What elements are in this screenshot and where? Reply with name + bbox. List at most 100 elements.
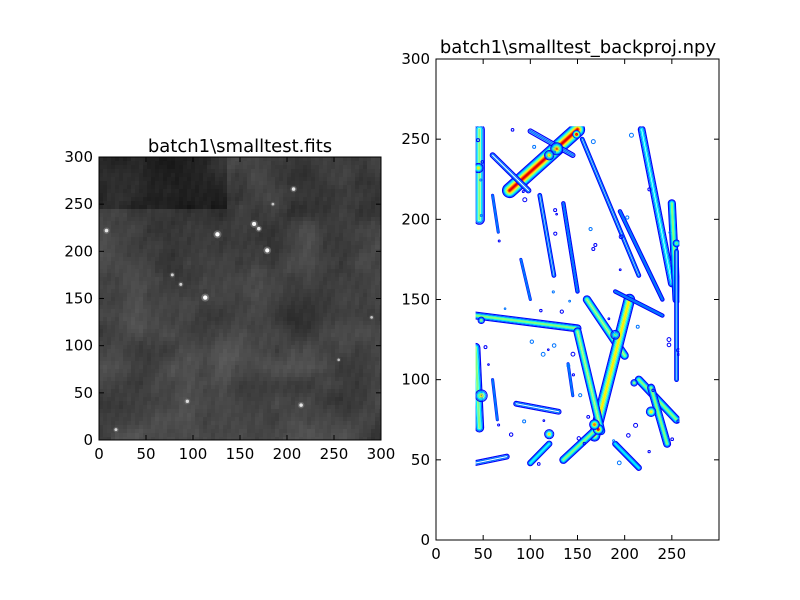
fits-image-pixel: [235, 201, 239, 205]
fits-image-pixel: [263, 165, 267, 169]
fits-image-pixel: [119, 405, 123, 409]
fits-image-pixel: [255, 229, 259, 233]
fits-image-pixel: [127, 305, 131, 309]
fits-image-pixel: [215, 277, 219, 281]
fits-image-pixel: [275, 317, 279, 321]
fits-image-pixel: [271, 345, 275, 349]
fits-image-pixel: [259, 293, 263, 297]
fits-image-pixel: [351, 221, 355, 225]
fits-image-pixel: [347, 421, 351, 425]
fits-image-pixel: [159, 165, 163, 169]
fits-image-pixel: [163, 221, 167, 225]
fits-image-pixel: [171, 401, 175, 405]
fits-image-pixel: [299, 261, 303, 265]
fits-image-pixel: [119, 221, 123, 225]
fits-image-pixel: [215, 305, 219, 309]
fits-image-pixel: [327, 201, 331, 205]
fits-image-pixel: [319, 193, 323, 197]
fits-image-pixel: [111, 293, 115, 297]
fits-image-pixel: [291, 337, 295, 341]
fits-image-pixel: [127, 205, 131, 209]
fits-image-pixel: [103, 265, 107, 269]
fits-image-pixel: [331, 213, 335, 217]
fits-image-pixel: [143, 261, 147, 265]
fits-image-pixel: [299, 417, 303, 421]
fits-image-pixel: [195, 205, 199, 209]
fits-image-pixel: [167, 229, 171, 233]
fits-image-pixel: [271, 365, 275, 369]
fits-image-pixel: [335, 221, 339, 225]
fits-image-pixel: [139, 345, 143, 349]
fits-image-pixel: [243, 213, 247, 217]
fits-image-pixel: [375, 333, 379, 337]
fits-image-pixel: [211, 329, 215, 333]
fits-image-pixel: [295, 157, 299, 161]
fits-image-pixel: [279, 421, 283, 425]
fits-image-pixel: [303, 393, 307, 397]
fits-image-pixel: [183, 409, 187, 413]
fits-image-pixel: [375, 405, 379, 409]
fits-image-pixel: [143, 325, 147, 329]
fits-image-pixel: [375, 233, 379, 237]
fits-image-pixel: [231, 397, 235, 401]
fits-image-pixel: [103, 341, 107, 345]
fits-image-pixel: [111, 229, 115, 233]
fits-image-pixel: [235, 233, 239, 237]
fits-image-pixel: [111, 385, 115, 389]
fits-image-pixel: [375, 201, 379, 205]
fits-image-pixel: [175, 269, 179, 273]
fits-image-pixel: [343, 277, 347, 281]
fits-image-pixel: [231, 417, 235, 421]
fits-image-pixel: [127, 269, 131, 273]
fits-image-pixel: [375, 317, 379, 321]
fits-image-pixel: [191, 417, 195, 421]
fits-image-pixel: [303, 329, 307, 333]
fits-image-pixel: [139, 385, 143, 389]
fits-image-pixel: [195, 321, 199, 325]
fits-image-pixel: [139, 261, 143, 265]
fits-image-pixel: [371, 425, 375, 429]
fits-image-pixel: [231, 377, 235, 381]
fits-image-pixel: [331, 361, 335, 365]
fits-image-pixel: [359, 401, 363, 405]
fits-image-pixel: [215, 161, 219, 165]
fits-image-pixel: [283, 377, 287, 381]
fits-image-pixel: [323, 273, 327, 277]
fits-image-pixel: [375, 281, 379, 285]
fits-image-pixel: [135, 177, 139, 181]
fits-image-pixel: [107, 385, 111, 389]
fits-image-pixel: [195, 249, 199, 253]
fits-image-pixel: [251, 257, 255, 261]
fits-image-pixel: [291, 293, 295, 297]
fits-image-pixel: [259, 385, 263, 389]
fits-image-pixel: [355, 357, 359, 361]
fits-image-pixel: [239, 173, 243, 177]
fits-image-pixel: [379, 237, 381, 241]
fits-image-pixel: [355, 309, 359, 313]
fits-image-pixel: [155, 217, 159, 221]
fits-image-pixel: [123, 397, 127, 401]
fits-image-pixel: [363, 213, 367, 217]
fits-image-pixel: [223, 205, 227, 209]
fits-image-pixel: [251, 205, 255, 209]
fits-image-pixel: [367, 413, 371, 417]
fits-image-pixel: [207, 273, 211, 277]
fits-image-pixel: [347, 197, 351, 201]
fits-image-pixel: [99, 349, 103, 353]
fits-image-pixel: [159, 349, 163, 353]
fits-image-pixel: [307, 165, 311, 169]
fits-image-pixel: [259, 333, 263, 337]
fits-image-pixel: [307, 217, 311, 221]
fits-image-pixel: [159, 337, 163, 341]
fits-image-pixel: [227, 261, 231, 265]
fits-image-pixel: [243, 417, 247, 421]
fits-image-pixel: [335, 213, 339, 217]
fits-image-pixel: [319, 285, 323, 289]
fits-image-pixel: [231, 341, 235, 345]
fits-image-pixel: [367, 425, 371, 429]
fits-image-pixel: [371, 265, 375, 269]
fits-image-pixel: [331, 329, 335, 333]
fits-image-pixel: [111, 193, 115, 197]
fits-image-pixel: [255, 305, 259, 309]
fits-image-pixel: [155, 201, 159, 205]
